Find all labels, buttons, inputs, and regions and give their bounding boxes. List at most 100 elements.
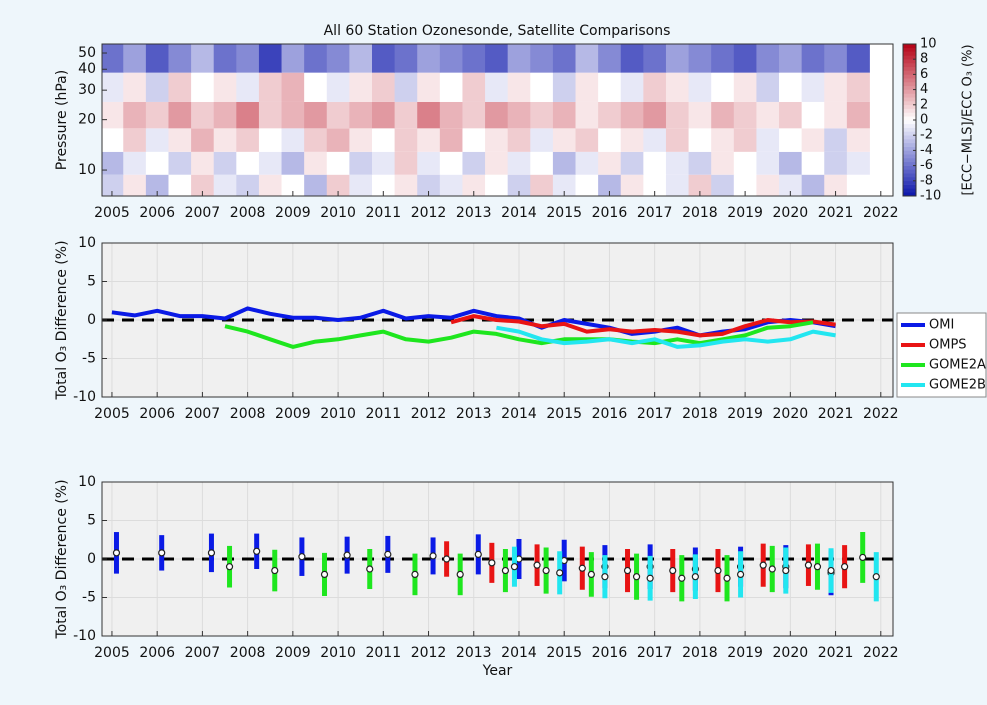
mean-marker [533,561,541,569]
heatmap-cell [462,44,486,73]
mean-marker [782,566,790,575]
y-tick-label: 10 [78,474,96,490]
colorbar-tick-label: 8 [920,52,928,67]
x-tick-label: 2008 [230,205,266,221]
x-tick-label: 2017 [637,406,673,422]
x-tick-label: 2013 [456,645,492,661]
heatmap-cell [102,101,124,129]
heatmap-cell [665,101,689,129]
heatmap-cell [168,174,192,196]
y-tick-label: 30 [78,82,96,98]
x-tick-label: 2021 [818,406,854,422]
heatmap-cell [711,44,735,73]
heatmap-cell [236,44,260,73]
heatmap-cell [439,174,463,196]
mean-marker [501,566,510,575]
heatmap-cell [665,174,689,196]
heatmap-cell [733,174,757,196]
heatmap-cell [168,128,192,152]
heatmap-cell [779,151,803,175]
heatmap-cell [168,151,192,175]
x-tick-label: 2013 [456,205,492,221]
heatmap-cell [598,151,622,175]
colorbar-segment [903,161,916,166]
y-axis-label: Pressure (hPa) [54,70,70,170]
heatmap-cell [485,101,509,129]
y-tick-label: 5 [87,274,96,290]
colorbar-segment [903,177,916,182]
mean-marker [841,563,849,571]
heatmap-cell [213,72,237,102]
x-tick-label: 2010 [320,406,356,422]
heatmap-cell [394,128,418,152]
heatmap-cell [801,44,825,73]
colorbar-segment [903,180,916,185]
heatmap-cell [552,101,576,129]
heatmap-cell [304,101,328,129]
x-tick-label: 2011 [365,406,401,422]
heatmap-cell [213,44,237,73]
heatmap-cell [507,128,531,152]
colorbar-segment [903,139,916,144]
colorbar-segment [903,158,916,163]
x-tick-label: 2009 [275,205,311,221]
heatmap-cell [236,151,260,175]
heatmap-cell [439,101,463,129]
heatmap-cell [688,101,712,129]
heatmap-cell [145,72,169,102]
heatmap-cell [665,44,689,73]
plot-content [102,482,893,636]
heatmap-cell [643,101,667,129]
colorbar-segment [903,104,916,109]
mean-marker [298,553,306,561]
heatmap-cell [779,128,803,152]
heatmap-cell [191,44,215,73]
x-tick-label: 2015 [546,645,582,661]
heatmap-cell [462,101,486,129]
x-tick-label: 2018 [682,406,718,422]
y-tick-label: -10 [73,628,96,644]
heatmap-cell [371,151,396,175]
heatmap-cell [304,151,328,175]
mean-marker [112,549,121,557]
heatmap-cell [123,151,147,175]
heatmap-cell [620,151,644,175]
colorbar-segment [903,55,916,60]
heatmap-cell [213,174,237,196]
heatmap-cell [485,151,509,175]
heatmap-cell [665,151,689,175]
legend-label: GOME2A [929,358,986,373]
colorbar-segment [903,154,916,159]
mean-marker [456,570,464,579]
heatmap-cell [507,72,531,102]
colorbar-segment [903,47,916,52]
mean-marker [623,566,632,575]
heatmap-cell [598,174,622,196]
heatmap-cell [213,101,237,129]
heatmap-cell [168,72,192,102]
heatmap-cell [824,174,848,196]
heatmap-cell [552,72,576,102]
heatmap-cell [620,174,644,196]
heatmap-cell [575,128,599,152]
x-tick-label: 2006 [139,406,175,422]
colorbar-segment [903,51,916,56]
plot-content [102,44,870,196]
legend-label: GOME2B [929,378,986,393]
heatmap-cell [552,151,576,175]
heatmap-cell [846,72,870,102]
x-tick-label: 2007 [185,645,221,661]
heatmap-cell [779,72,803,102]
mean-marker [253,547,261,555]
heatmap-cell [733,72,757,102]
mean-marker [587,570,595,579]
heatmap-cell [462,128,486,152]
y-axis-label: Total O₃ Difference (%) [54,240,70,400]
heatmap-cell [530,151,554,175]
y-tick-label: 0 [87,312,96,328]
heatmap-cell [349,128,373,152]
heatmap-cell [145,174,169,196]
colorbar-segment [903,74,916,79]
colorbar-tick-label: -4 [920,143,933,158]
heatmap-cell [552,44,576,73]
